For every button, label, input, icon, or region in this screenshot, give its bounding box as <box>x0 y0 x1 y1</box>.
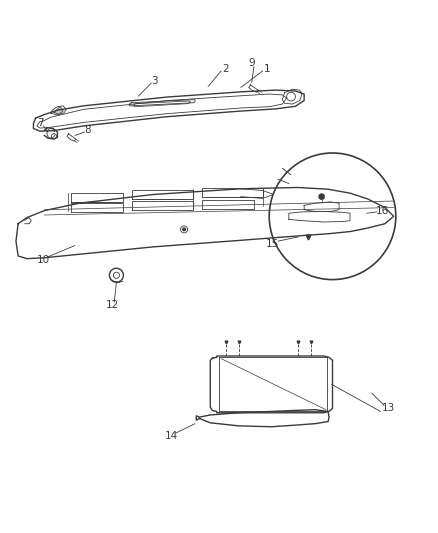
Text: 10: 10 <box>37 255 50 264</box>
Text: 9: 9 <box>248 59 255 68</box>
Text: 1: 1 <box>264 64 270 74</box>
Circle shape <box>319 194 324 199</box>
Polygon shape <box>54 107 63 114</box>
Text: 14: 14 <box>164 431 177 441</box>
Text: 16: 16 <box>376 206 389 216</box>
Circle shape <box>183 228 185 231</box>
Text: 8: 8 <box>85 125 92 135</box>
Text: 15: 15 <box>265 239 279 249</box>
Text: 13: 13 <box>382 403 395 413</box>
Text: 3: 3 <box>151 76 158 86</box>
Text: 2: 2 <box>222 64 229 74</box>
Text: 7: 7 <box>37 118 43 128</box>
Text: 12: 12 <box>106 300 119 310</box>
